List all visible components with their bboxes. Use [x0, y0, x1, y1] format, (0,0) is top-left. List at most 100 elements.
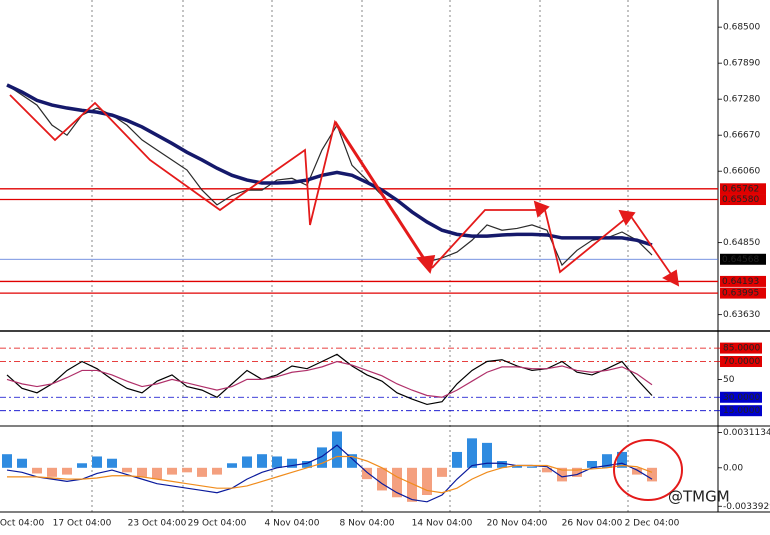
- histogram-bar: [257, 454, 267, 468]
- level-label: 0.63995: [722, 289, 759, 299]
- y-tick-label: 0.67890: [723, 59, 760, 69]
- histogram-bar: [647, 467, 657, 482]
- y-tick-label: 70.0000: [723, 357, 760, 367]
- current-price-box: [720, 253, 766, 265]
- histogram-bar: [392, 467, 402, 498]
- histogram-bar: [182, 467, 192, 473]
- histogram-bar: [272, 456, 282, 468]
- marks: Oct 04:00 17 Oct 04:00 23 Oct 04:00 29 Oct …: [0, 23, 770, 529]
- annotations: [9, 94, 683, 501]
- histogram-bar: [632, 467, 642, 475]
- vertical-grid: [91, 0, 629, 512]
- y-tick-label: 0.63630: [723, 310, 760, 320]
- x-tick-label: 2 Dec 04:00: [625, 519, 680, 529]
- histogram-bar: [47, 467, 57, 477]
- histogram-bar: [587, 461, 597, 468]
- y-tick-label: 30.0000: [723, 393, 760, 403]
- y-tick-label: 85.0000: [723, 344, 760, 354]
- level-label: 0.65762: [722, 184, 759, 194]
- histogram-bar: [422, 467, 432, 495]
- histogram-bar: [377, 467, 387, 491]
- histogram-bar: [557, 467, 567, 482]
- x-tick-label: 23 Oct 04:00: [128, 519, 187, 529]
- x-tick-label: 17 Oct 04:00: [53, 519, 112, 529]
- histogram-bar: [92, 456, 102, 468]
- histogram-bar: [527, 466, 537, 468]
- arrow-head: [533, 200, 550, 218]
- level-label-box: [720, 275, 766, 287]
- y-tick-label: 0.67280: [723, 95, 760, 105]
- histogram-bar: [77, 463, 87, 468]
- y-tick-label: 0.68500: [723, 23, 760, 33]
- histogram-bar: [542, 467, 552, 473]
- histogram-bar: [167, 467, 177, 475]
- level-label: 0.65580: [722, 195, 759, 205]
- y-tick-label: -0.0033929: [723, 502, 770, 512]
- y-tick-label: 0.66060: [723, 167, 760, 177]
- histogram-bar: [122, 467, 132, 473]
- histogram-bar: [407, 467, 417, 502]
- histogram-bar: [482, 442, 492, 468]
- y-tick-label: 0.00: [723, 463, 743, 473]
- histogram-bar: [362, 467, 372, 480]
- series-line: [6, 83, 653, 247]
- y-tick-label: 0.0031134: [723, 428, 770, 438]
- histogram-bar: [17, 458, 27, 468]
- histogram-bar: [302, 461, 312, 468]
- zigzag: [9, 94, 371, 226]
- level-label-box: [720, 194, 766, 206]
- histogram-bar: [452, 451, 462, 468]
- histogram-bar: [107, 458, 117, 468]
- histogram-bar: [437, 467, 447, 477]
- histogram-bar: [197, 467, 207, 477]
- x-tick-label: 20 Nov 04:00: [487, 519, 548, 529]
- level-label-box: [720, 391, 762, 403]
- zigzag: [431, 209, 676, 281]
- histogram-bar: [62, 467, 72, 475]
- histogram-bar: [347, 454, 357, 468]
- histogram-bar: [467, 438, 477, 468]
- current-price-label: 0.64568: [722, 255, 759, 265]
- histogram-bar: [617, 451, 627, 468]
- histogram-bar: [332, 431, 342, 468]
- level-label: 0.64193: [722, 277, 759, 287]
- level-label-box: [720, 405, 762, 417]
- histogram-bar: [497, 461, 507, 468]
- histogram-bar: [2, 454, 12, 468]
- histogram-bar: [152, 467, 162, 480]
- level-label-box: [720, 183, 766, 195]
- arrow-head: [618, 209, 636, 226]
- level-label-box: [720, 342, 762, 354]
- y-tick-label: 50: [723, 375, 735, 385]
- x-tick-label: 4 Nov 04:00: [265, 519, 320, 529]
- highlight-circle: [613, 439, 683, 501]
- x-tick-label: Oct 04:00: [0, 519, 44, 529]
- arrow-head: [416, 254, 436, 274]
- y-tick-label: 0.64850: [723, 238, 760, 248]
- histogram-bar: [287, 458, 297, 468]
- histogram-bar: [602, 454, 612, 468]
- histogram-bar: [137, 467, 147, 477]
- level-label-box: [720, 287, 766, 299]
- x-tick-label: 26 Nov 04:00: [562, 519, 623, 529]
- watermark: @TMGM: [668, 488, 730, 506]
- arrow-head: [662, 269, 680, 287]
- histogram-bar: [317, 447, 327, 468]
- histogram-bar: [242, 456, 252, 468]
- histogram-bar: [572, 467, 582, 477]
- histogram-bar: [512, 465, 522, 468]
- histogram-bar: [32, 467, 42, 474]
- x-tick-label: 8 Nov 04:00: [340, 519, 395, 529]
- y-tick-label: 0.66670: [723, 131, 760, 141]
- x-tick-label: 14 Nov 04:00: [412, 519, 473, 529]
- series-line: [6, 360, 653, 398]
- x-tick-label: 29 Oct 04:00: [188, 519, 247, 529]
- histogram-bar: [212, 467, 222, 475]
- histogram-bar: [227, 463, 237, 468]
- series-line: [7, 455, 653, 494]
- y-tick-label: 15.0000: [723, 406, 760, 416]
- series-line: [6, 444, 653, 503]
- trend-arrow: [333, 121, 432, 269]
